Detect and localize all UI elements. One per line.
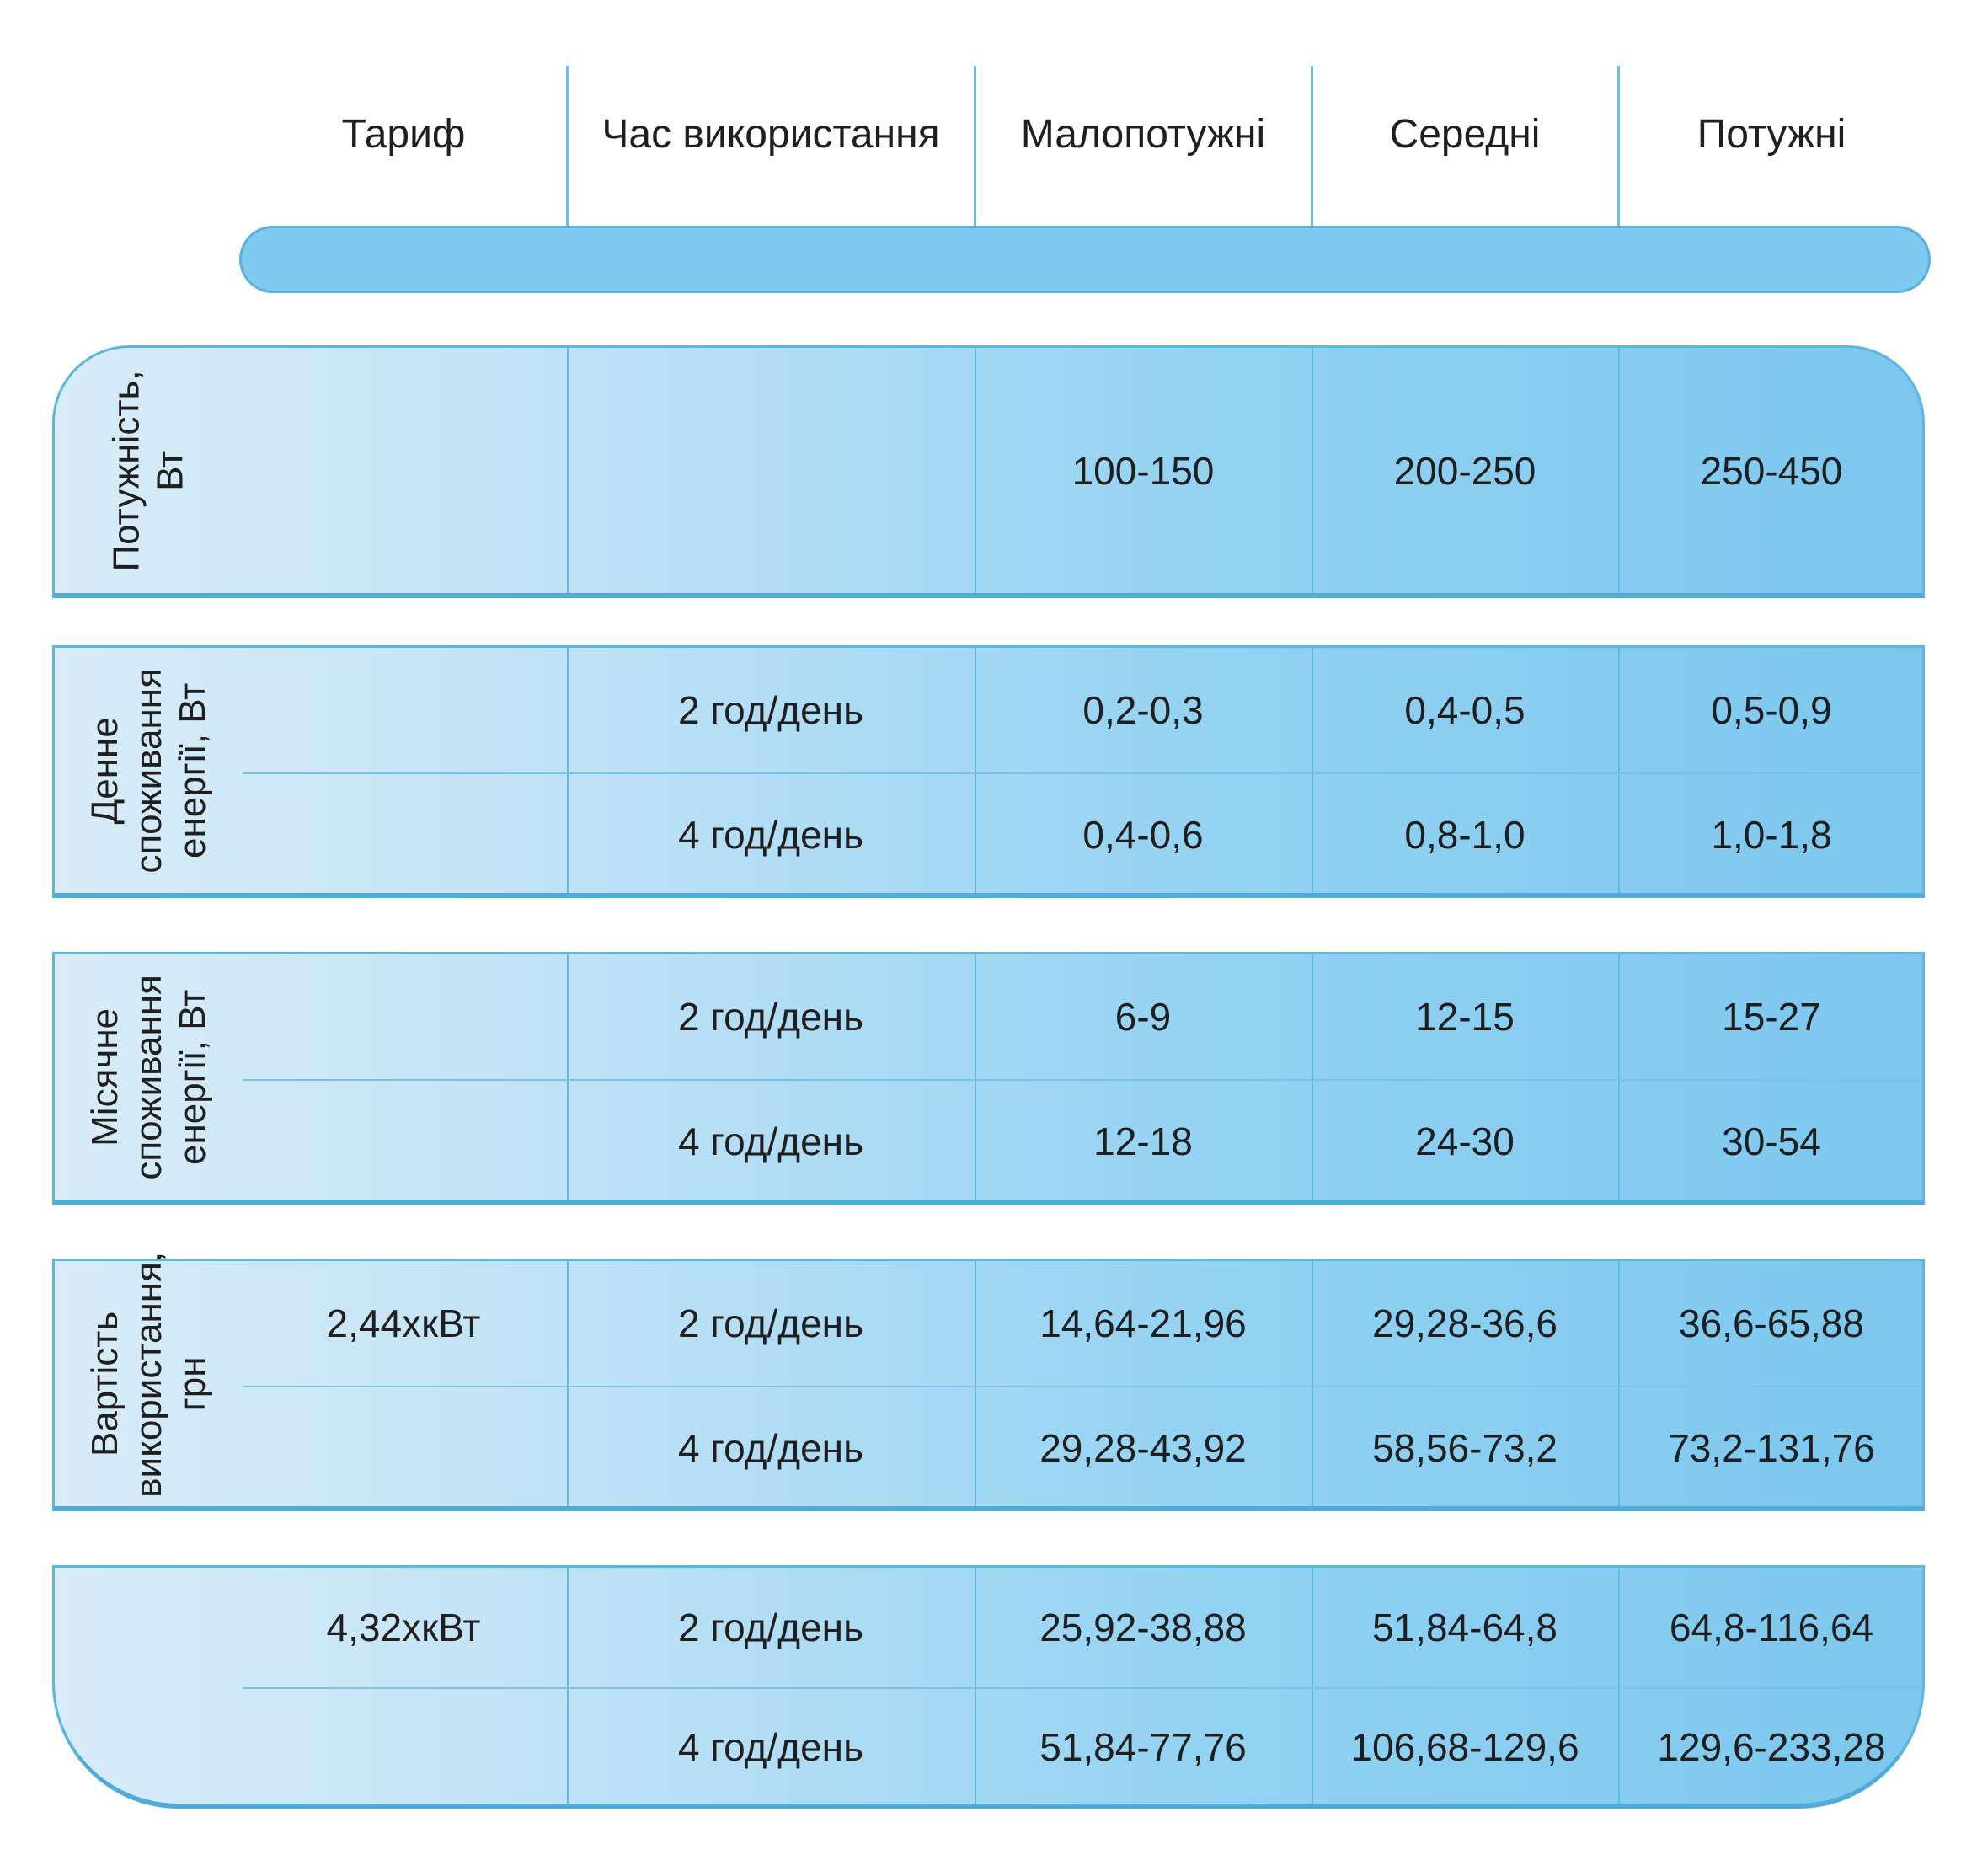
table-cell: 129,6-233,28 [1657, 1725, 1886, 1769]
header-divider [566, 66, 569, 258]
table-cell: 0,4-0,6 [1082, 813, 1204, 857]
table-cell: 30-54 [1722, 1120, 1821, 1163]
table-cell: 1,0-1,8 [1711, 813, 1832, 857]
column-divider [567, 648, 569, 893]
row-divider [243, 772, 1922, 774]
col-header-medium: Середні [1389, 112, 1541, 157]
table-cell: 0,4-0,5 [1404, 688, 1525, 732]
row-divider [243, 1079, 1922, 1081]
table-cell: 12-15 [1415, 995, 1515, 1039]
table-cell: 14,64-21,96 [1039, 1301, 1247, 1345]
table-cell: 29,28-36,6 [1372, 1301, 1558, 1345]
section-cost-tariff-432: 4,32хкВт 2 год/день 25,92-38,88 51,84-64… [52, 1565, 1925, 1809]
column-divider [975, 1568, 976, 1804]
section-daily-consumption: Денне споживання енергії, Вт 2 год/день … [52, 645, 1925, 898]
time-cell: 4 год/день [677, 1725, 864, 1769]
table-cell: 15-27 [1722, 995, 1821, 1039]
table-cell: 12-18 [1093, 1120, 1193, 1163]
table-cell: 106,68-129,6 [1350, 1725, 1579, 1769]
section-power: Потужність, Вт 100-150 200-250 250-450 [52, 345, 1925, 598]
table-cell: 6-9 [1114, 995, 1172, 1039]
column-divider [1312, 348, 1313, 593]
time-cell: 2 год/день [677, 995, 864, 1039]
column-divider [567, 1261, 569, 1506]
table-cell: 36,6-65,88 [1679, 1301, 1864, 1345]
row-label-power: Потужність, Вт [105, 369, 191, 572]
column-divider [975, 1261, 976, 1506]
table-cell: 25,92-38,88 [1039, 1606, 1247, 1649]
column-divider [567, 1568, 569, 1804]
table-cell: 51,84-77,76 [1039, 1725, 1247, 1769]
row-label-monthly-consumption: Місячне споживання енергії, Вт [83, 974, 213, 1180]
time-cell: 4 год/день [677, 1120, 864, 1163]
time-cell: 2 год/день [677, 1301, 864, 1345]
header-divider [974, 66, 976, 258]
table-cell: 51,84-64,8 [1372, 1606, 1558, 1649]
table-cell: 0,2-0,3 [1082, 688, 1204, 732]
time-cell: 2 год/день [677, 688, 864, 732]
column-divider [1312, 954, 1313, 1200]
table-cell: 64,8-116,64 [1669, 1606, 1874, 1649]
table-cell: 24-30 [1415, 1120, 1515, 1163]
table-cell: 250-450 [1700, 448, 1843, 493]
table-cell: 0,8-1,0 [1404, 813, 1525, 857]
column-divider [1312, 1261, 1313, 1506]
table-cell: 0,5-0,9 [1711, 688, 1832, 732]
col-header-tariff: Тариф [341, 112, 466, 157]
row-divider [243, 1687, 1922, 1689]
table-cell: 200-250 [1393, 448, 1536, 493]
table-cell: 58,56-73,2 [1372, 1426, 1558, 1470]
header-divider [1617, 66, 1620, 258]
col-header-high-power: Потужні [1696, 112, 1846, 157]
table-cell: 29,28-43,92 [1039, 1426, 1247, 1470]
column-divider [975, 348, 976, 593]
time-cell: 2 год/день [677, 1606, 864, 1649]
section-cost-tariff-244: Вартість використання, грн 2,44хкВт 2 го… [52, 1251, 1925, 1511]
column-divider [1312, 648, 1313, 893]
col-header-usage-time: Час використання [601, 112, 940, 157]
column-divider [975, 954, 976, 1200]
column-divider [975, 648, 976, 893]
table-cell: 100-150 [1071, 448, 1215, 493]
time-cell: 4 год/день [677, 1426, 864, 1470]
header-separator-bar [239, 226, 1931, 293]
column-divider [567, 348, 569, 593]
row-divider [243, 1386, 1922, 1387]
table-cell: 73,2-131,76 [1668, 1426, 1875, 1470]
header-divider [1311, 66, 1313, 258]
column-divider [1618, 1568, 1620, 1804]
col-header-low-power: Малопотужні [1020, 112, 1266, 157]
column-divider [1618, 348, 1620, 593]
tariff-cell: 4,32хкВт [326, 1606, 481, 1649]
tariff-cell: 2,44хкВт [326, 1301, 481, 1345]
section-monthly-consumption: Місячне споживання енергії, Вт 2 год/ден… [52, 952, 1925, 1205]
time-cell: 4 год/день [677, 813, 864, 857]
row-label-daily-consumption: Денне споживання енергії, Вт [83, 667, 213, 874]
column-divider [1618, 954, 1620, 1200]
column-divider [1618, 1261, 1620, 1506]
column-divider [567, 954, 569, 1200]
column-divider [1618, 648, 1620, 893]
row-label-usage-cost: Вартість використання, грн [83, 1251, 213, 1498]
column-divider [1312, 1568, 1313, 1804]
